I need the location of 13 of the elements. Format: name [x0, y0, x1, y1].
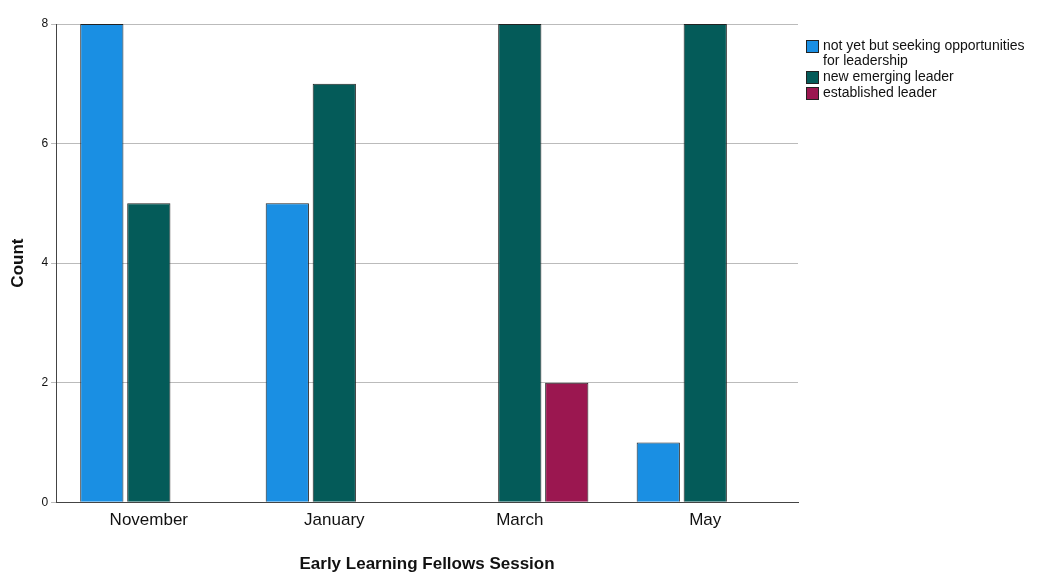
legend-label: new emerging leader: [823, 68, 954, 84]
y-tick-label: 0: [41, 494, 49, 509]
y-tick-label: 6: [41, 135, 49, 150]
x-axis-title: Early Learning Fellows Session: [299, 554, 555, 574]
legend-label: established leader: [823, 84, 937, 100]
y-tick-label: 2: [41, 374, 49, 389]
x-tick-label: May: [689, 510, 722, 530]
x-tick-label: November: [109, 510, 189, 530]
y-axis-title: Count: [7, 238, 27, 288]
x-tick-label: March: [496, 510, 544, 530]
y-tick-label: 4: [41, 255, 49, 270]
y-tick-label: 8: [41, 16, 49, 31]
x-tick-label: January: [304, 510, 366, 530]
